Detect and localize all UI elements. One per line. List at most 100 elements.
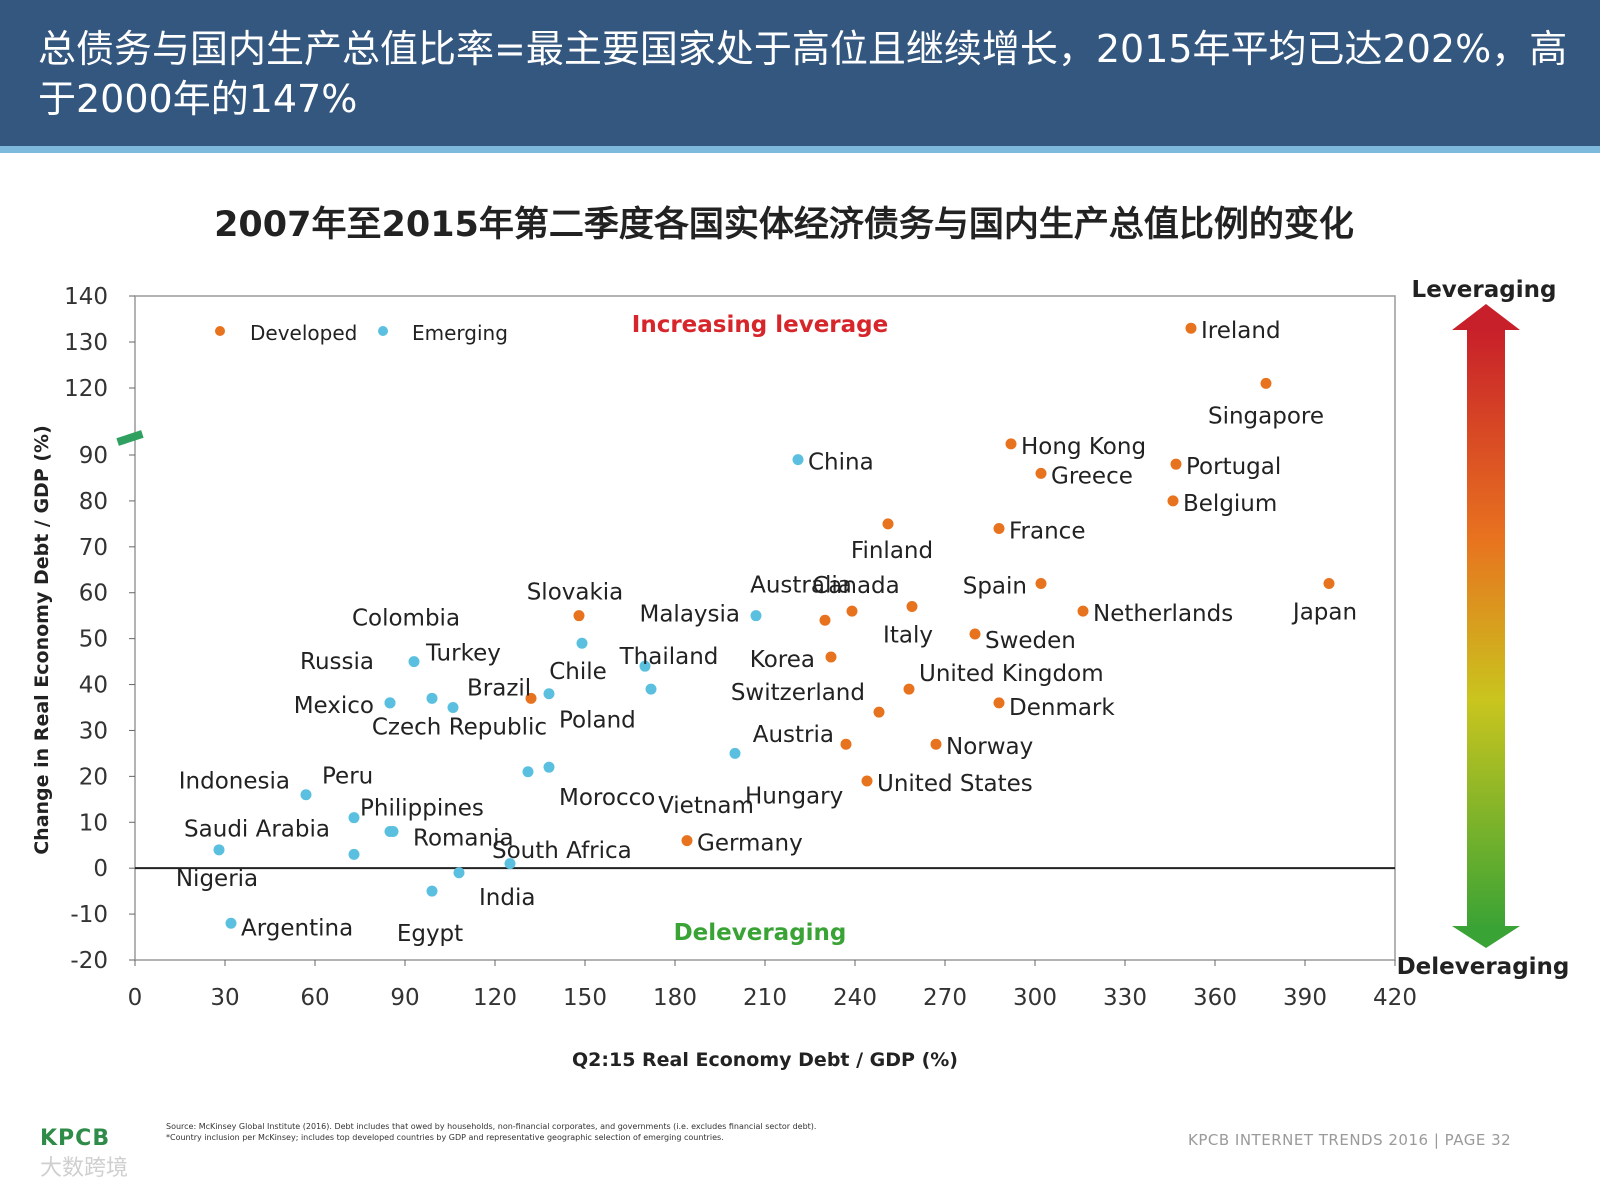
point-label: Japan: [1291, 600, 1357, 626]
y-tick-label: 50: [79, 627, 108, 653]
point-developed: [993, 697, 1005, 709]
point-emerging: [300, 789, 312, 801]
point-label: Peru: [322, 764, 373, 790]
point-label: Mexico: [294, 693, 374, 719]
point-label: Egypt: [397, 921, 463, 947]
point-label: Greece: [1051, 463, 1133, 489]
point-label: Argentina: [241, 915, 353, 941]
x-tick-label: 150: [563, 985, 607, 1011]
point-label: Saudi Arabia: [184, 816, 330, 842]
point-emerging: [225, 917, 237, 929]
kpcb-logo: KPCB: [40, 1126, 111, 1151]
point-label: Poland: [559, 708, 636, 734]
point-emerging: [729, 747, 741, 759]
x-tick-label: 210: [743, 985, 787, 1011]
point-developed: [1035, 578, 1047, 590]
x-tick-label: 330: [1103, 985, 1147, 1011]
point-developed: [840, 738, 852, 750]
point-emerging: [387, 825, 399, 837]
point-emerging: [348, 812, 360, 824]
axis-break-mark: [116, 430, 144, 446]
x-tick-label: 30: [210, 985, 239, 1011]
point-developed: [1005, 438, 1017, 450]
y-tick-label: 30: [79, 718, 108, 744]
legend-marker-developed: [215, 326, 225, 336]
y-tick-label: -10: [70, 902, 108, 928]
point-developed: [930, 738, 942, 750]
watermark: 大数跨境: [40, 1156, 129, 1181]
point-label: Australia: [750, 572, 852, 598]
source-line-1: Source: McKinsey Global Institute (2016)…: [166, 1122, 817, 1131]
point-developed: [882, 518, 894, 530]
point-label: Hungary: [745, 783, 843, 809]
x-tick-label: 270: [923, 985, 967, 1011]
point-developed: [1185, 322, 1197, 334]
point-label: China: [808, 450, 874, 476]
point-label: France: [1009, 518, 1085, 544]
point-emerging: [426, 692, 438, 704]
x-tick-label: 240: [833, 985, 877, 1011]
point-emerging: [408, 656, 420, 668]
y-tick-label: 130: [64, 330, 108, 356]
y-tick-label: 60: [79, 581, 108, 607]
point-label: Philippines: [360, 795, 484, 821]
point-emerging: [543, 761, 555, 773]
point-label: Vietnam: [658, 793, 754, 819]
point-label: Spain: [963, 574, 1027, 600]
y-tick-label: 80: [79, 489, 108, 515]
leveraging-label: Leveraging: [1412, 277, 1557, 303]
point-developed: [906, 601, 918, 612]
y-tick-label: 0: [93, 856, 108, 882]
point-emerging: [645, 683, 657, 695]
y-tick-label: 40: [79, 673, 108, 699]
point-label: South Africa: [492, 838, 632, 864]
point-developed: [846, 605, 858, 617]
point-developed: [819, 614, 831, 626]
x-tick-label: 390: [1283, 985, 1327, 1011]
x-tick-label: 360: [1193, 985, 1237, 1011]
point-emerging: [750, 610, 762, 622]
point-label: Sweden: [985, 628, 1076, 654]
point-label: Hong Kong: [1021, 434, 1146, 460]
y-tick-label: -20: [70, 948, 108, 974]
point-developed: [993, 522, 1005, 534]
point-developed: [1167, 495, 1179, 507]
deleveraging-side-label: Deleveraging: [1397, 954, 1570, 980]
point-developed: [1077, 605, 1089, 617]
point-label: Switzerland: [731, 680, 865, 706]
point-emerging: [504, 858, 516, 870]
point-label: Czech Republic: [372, 714, 547, 740]
y-tick-label: 70: [79, 535, 108, 561]
point-label: India: [479, 885, 535, 911]
point-label: Brazil: [467, 676, 531, 702]
point-developed: [969, 628, 981, 640]
point-emerging: [792, 454, 804, 466]
y-tick-label: 140: [64, 284, 108, 310]
point-developed: [825, 651, 837, 663]
point-developed: [681, 835, 693, 847]
y-axis-title: Change in Real Economy Debt / GDP (%): [31, 425, 53, 855]
x-axis-title: Q2:15 Real Economy Debt / GDP (%): [572, 1049, 958, 1071]
point-emerging: [522, 766, 534, 778]
point-label: Portugal: [1186, 454, 1281, 480]
point-developed: [861, 775, 873, 787]
point-label: Colombia: [352, 606, 460, 632]
point-emerging: [447, 702, 459, 713]
point-emerging: [384, 697, 396, 709]
point-label: Morocco: [559, 785, 655, 811]
leverage-arrow-head-down: [1452, 926, 1520, 948]
point-label: Austria: [753, 722, 834, 748]
point-label: Norway: [946, 734, 1033, 760]
source-line-2: *Country inclusion per McKinsey; include…: [166, 1133, 724, 1142]
point-developed: [873, 706, 885, 718]
point-emerging: [348, 848, 360, 860]
point-developed: [1323, 578, 1335, 590]
header-accent-line: [0, 146, 1600, 153]
page-footer: KPCB INTERNET TRENDS 2016 | PAGE 32: [1188, 1131, 1512, 1149]
point-label: Turkey: [425, 640, 501, 666]
plot-frame: [134, 295, 1396, 961]
point-label: Finland: [851, 538, 933, 564]
increasing-leverage-label: Increasing leverage: [632, 312, 888, 338]
x-tick-label: 120: [473, 985, 517, 1011]
x-tick-label: 90: [390, 985, 419, 1011]
